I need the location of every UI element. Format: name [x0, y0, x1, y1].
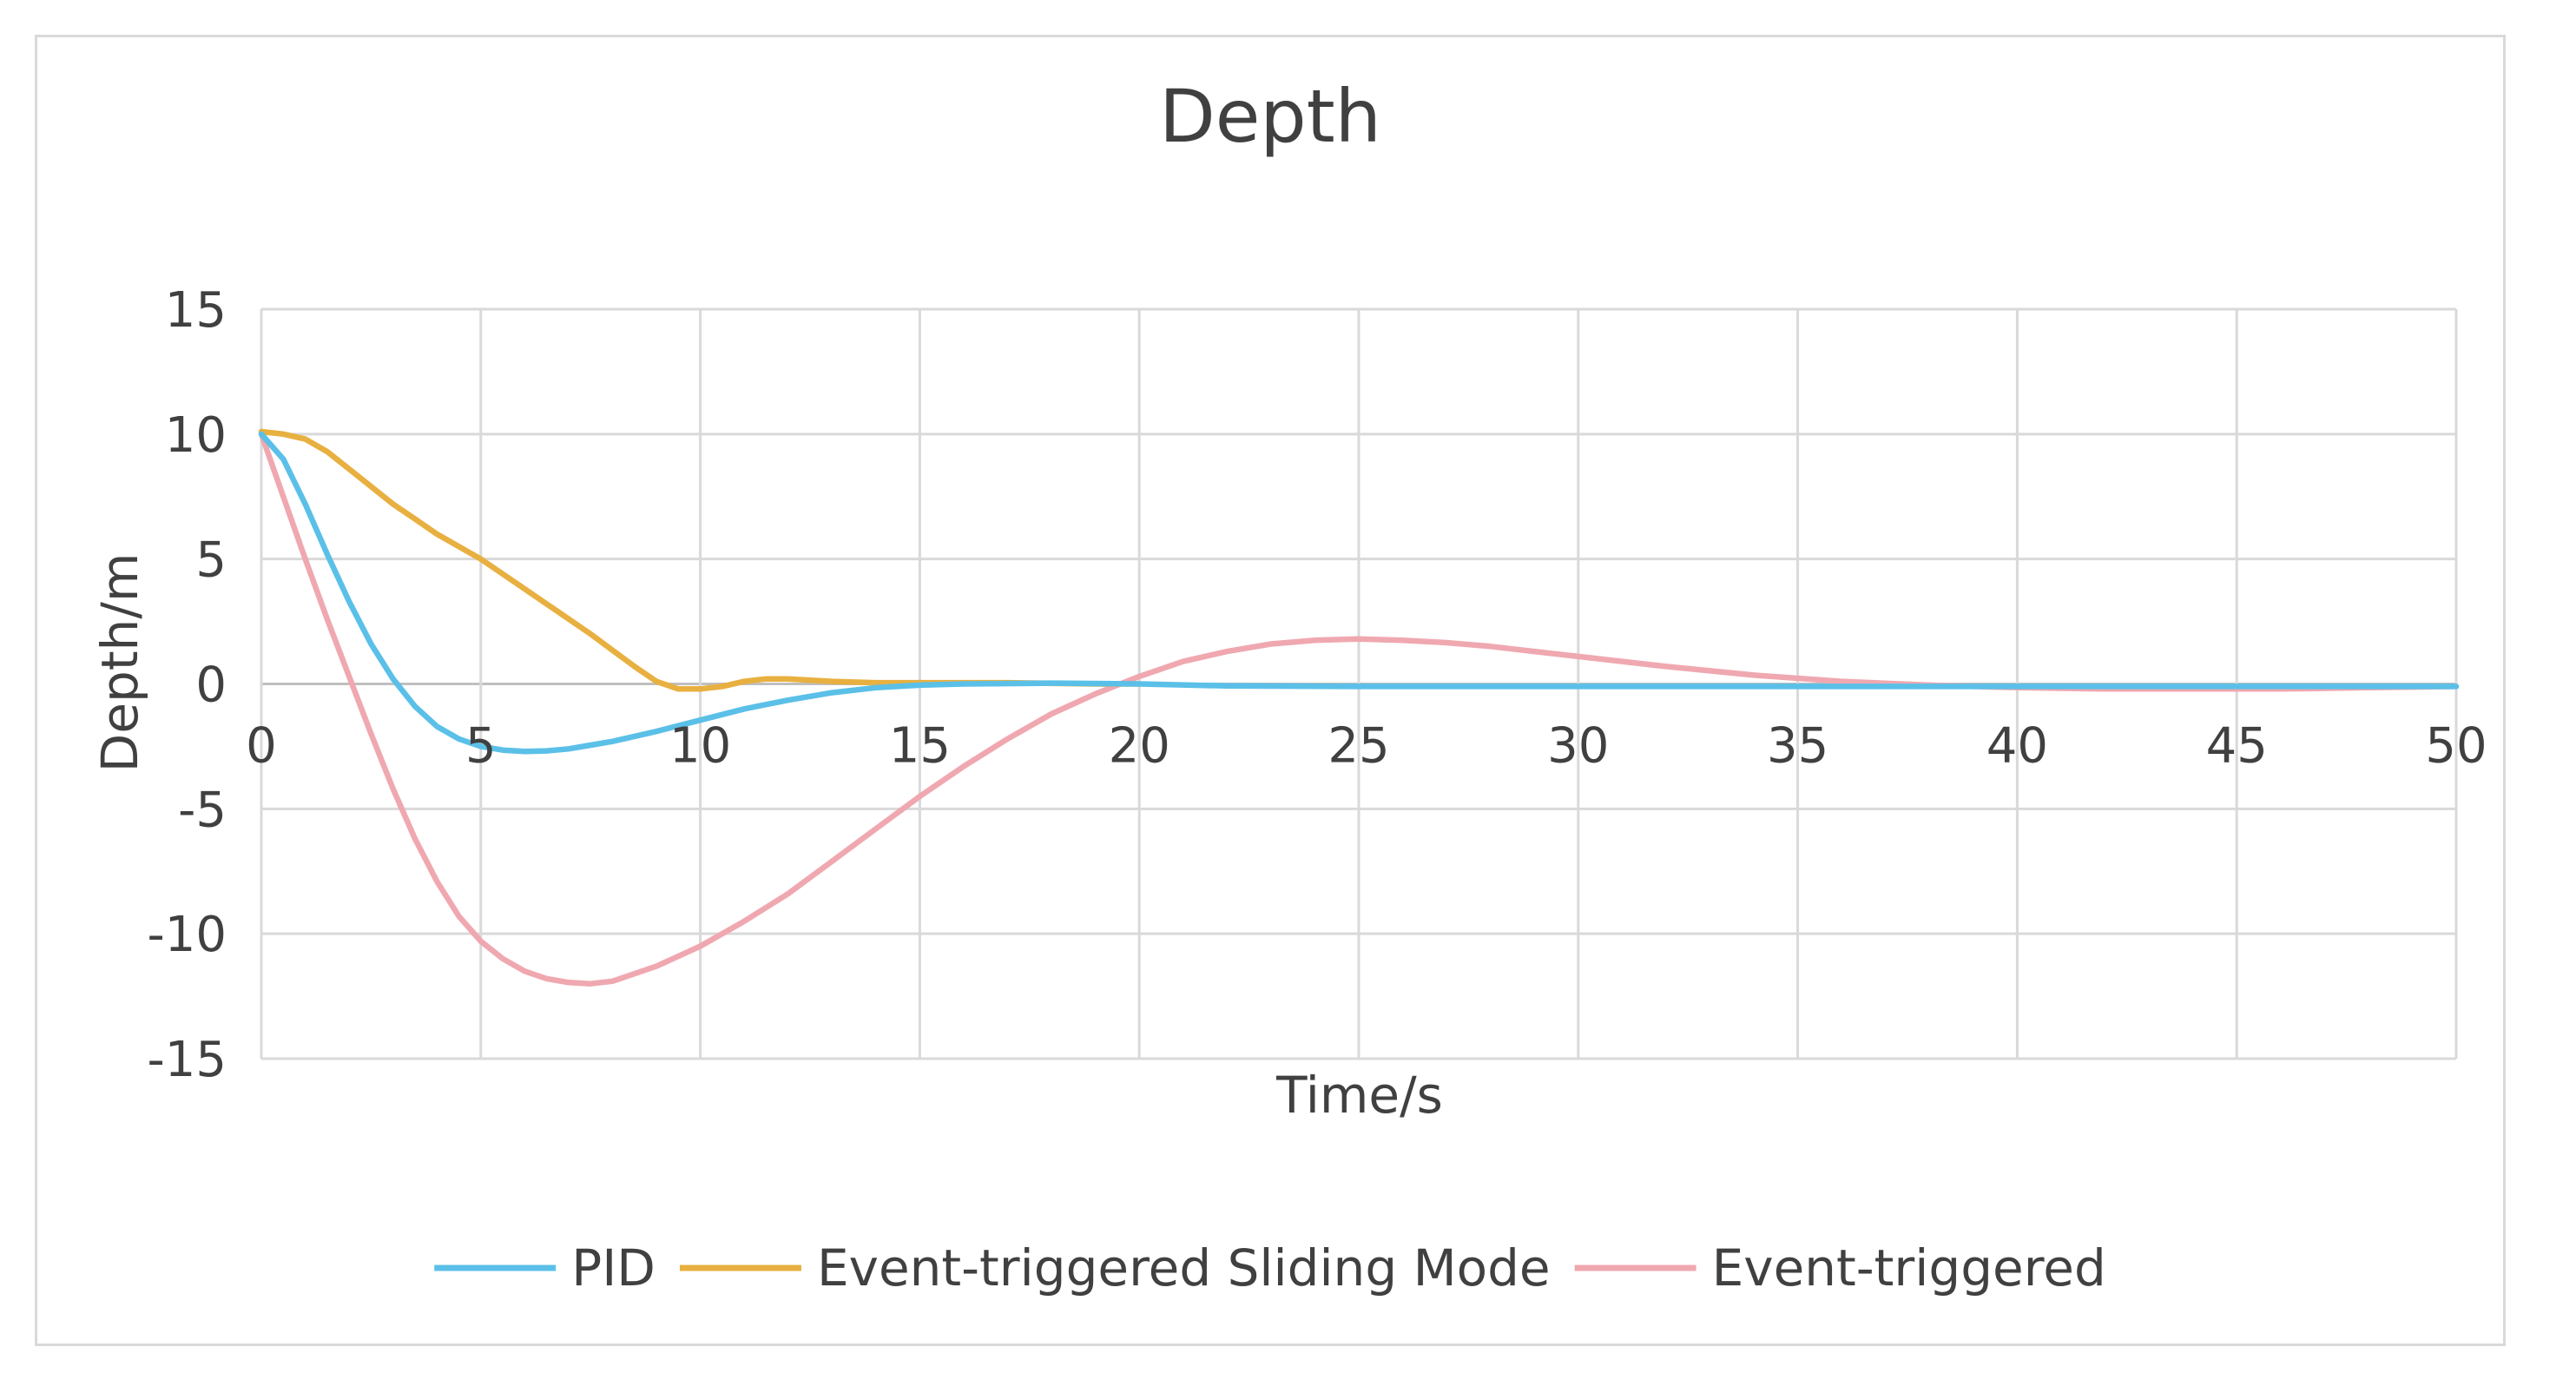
- series-line-event-triggered: [258, 431, 2460, 987]
- x-tick-label: 45: [2206, 718, 2268, 775]
- chart-title: Depth: [1159, 74, 1381, 159]
- y-tick-label: 10: [165, 407, 227, 464]
- x-axis-title: Time/s: [1275, 1066, 1443, 1125]
- legend-label: Event-triggered: [1712, 1238, 2106, 1297]
- legend-label: Event-triggered Sliding Mode: [817, 1238, 1551, 1297]
- series-lines: [258, 428, 2460, 987]
- series-line-pid: [258, 431, 2460, 755]
- legend-item: PID: [434, 1238, 656, 1297]
- y-tick-label: 0: [195, 657, 227, 714]
- x-tick-label: 50: [2425, 718, 2487, 775]
- x-tick-label: 40: [1986, 718, 2048, 775]
- legend-item: Event-triggered Sliding Mode: [679, 1238, 1551, 1297]
- series-line-event-triggered-sliding-mode: [258, 428, 1143, 692]
- x-tick-label: 20: [1109, 718, 1170, 775]
- x-tick-label: 5: [465, 718, 497, 775]
- y-tick-label: -15: [148, 1032, 227, 1088]
- legend-item: Event-triggered: [1574, 1238, 2106, 1297]
- x-tick-label: 35: [1767, 718, 1828, 775]
- x-tick-label: 30: [1547, 718, 1609, 775]
- x-tick-label: 25: [1328, 718, 1389, 775]
- x-tick-label: 15: [889, 718, 951, 775]
- y-tick-label: -10: [148, 907, 227, 963]
- chart-frame: Depth 15 10 5 0 -5 -10 -15 0 5 10 15 20 25 30 35 40 45 50…: [35, 35, 2506, 1346]
- y-tick-label: 5: [195, 532, 227, 589]
- x-tick-label: 10: [669, 718, 731, 775]
- y-tick-label: -5: [178, 782, 227, 838]
- legend-label: PID: [571, 1238, 656, 1297]
- x-tick-label: 0: [246, 718, 277, 775]
- y-axis-title: Depth/m: [90, 553, 149, 773]
- y-tick-label: 15: [165, 282, 227, 339]
- legend: PID Event-triggered Sliding Mode Event-tri…: [434, 1238, 2106, 1297]
